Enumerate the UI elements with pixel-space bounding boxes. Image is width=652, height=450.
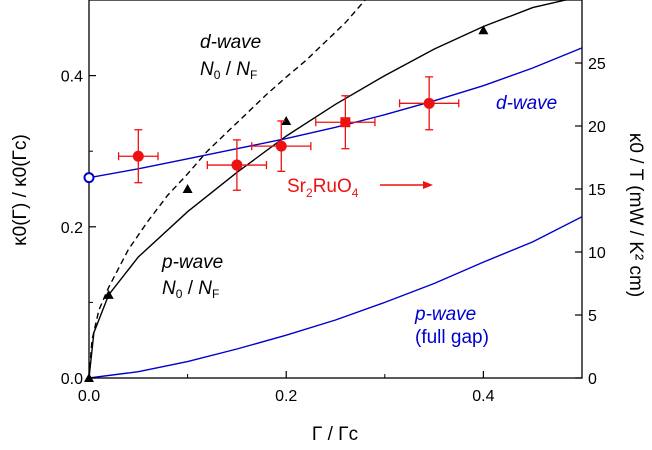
annotation-dwave-nodes: d-wave N0 / NF [200,32,261,82]
svg-text:N0 / NF: N0 / NF [162,278,219,301]
data-point-group [117,129,159,184]
y-left-tick-label: 0.2 [61,220,83,237]
series-line-3 [89,47,582,179]
triangle-marker [84,373,94,382]
triangle-marker [478,25,489,35]
x-tick-label: 0.4 [472,388,494,405]
data-point-circle [231,159,243,171]
annotation-sample: Sr2RuO4 [287,176,359,200]
svg-text:N0 / NF: N0 / NF [200,59,257,82]
data-point-group [315,95,376,150]
y-right-tick-label: 0 [588,371,597,388]
svg-text:p-wave: p-wave [161,252,223,273]
points-layer [83,25,489,382]
x-axis-title: Γ / Γc [312,424,358,445]
data-point-group [206,139,268,191]
y-right-tick-label: 20 [588,119,606,136]
y-right-axis-title: κ0 / T (mW / K² cm) [625,133,646,297]
y-right-tick-label: 15 [588,182,606,199]
triangle-marker [281,115,292,125]
triangle-marker [182,184,193,193]
y-left-tick-label: 0.4 [61,69,83,86]
svg-text:d-wave: d-wave [200,32,261,53]
annotation-dwave-blue: d-wave [496,93,557,114]
annotation-pwave-fullgap: p-wave (full gap) [414,304,489,348]
data-point-circle [423,97,435,109]
data-point-square [340,117,351,128]
y-left-tick-label: 0.0 [61,371,83,388]
annotation-pwave-nodes: p-wave N0 / NF [161,252,223,301]
data-point-group [398,76,460,131]
series-line-1 [89,0,366,378]
y-right-tick-label: 25 [588,56,606,73]
sample-arrow [380,181,433,189]
svg-text:(full gap): (full gap) [415,327,489,348]
y-right-tick-label: 10 [588,245,606,262]
data-point-group [251,120,312,173]
ticks-layer: 0.0 0.2 0.4 0.0 0.2 0.4 0 5 10 15 20 25 [61,56,606,405]
x-tick-label: 0.2 [275,388,297,405]
triangle-marker [103,289,114,299]
svg-text:Sr2RuO4: Sr2RuO4 [287,176,359,200]
y-left-axis-title: κ0(Γ) / κ0(Γc) [10,134,31,246]
open-circle-marker [83,172,95,184]
series-line-4 [89,216,582,378]
y-right-tick-label: 5 [588,308,597,325]
data-point-circle [275,140,287,152]
data-point-circle [132,150,144,162]
x-tick-label: 0.0 [78,388,100,405]
svg-text:p-wave: p-wave [414,304,476,325]
